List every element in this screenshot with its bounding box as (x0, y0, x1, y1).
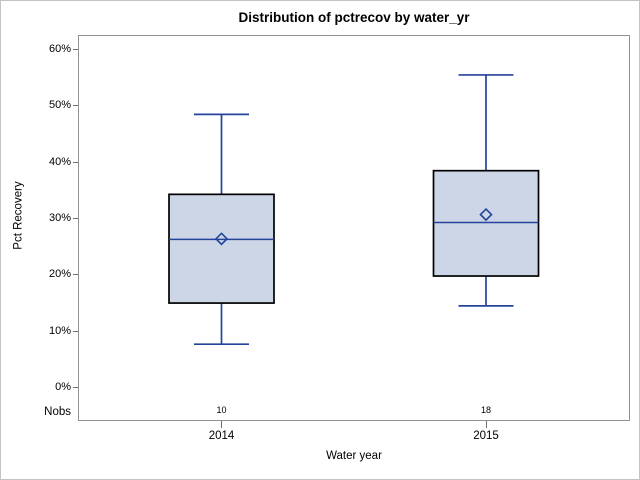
y-tick-label: 20% (48, 268, 71, 281)
y-tick-mark (73, 105, 78, 107)
boxplot-canvas (168, 74, 540, 346)
plot-area (78, 35, 630, 421)
iqr-box (432, 169, 540, 277)
y-tick-mark (73, 330, 78, 332)
y-tick-label: 30% (48, 212, 71, 224)
x-tick-mark (485, 421, 487, 428)
nobs-value: 18 (480, 405, 491, 415)
y-axis-title: Pct Recovery (12, 181, 25, 250)
y-tick-mark (73, 218, 78, 219)
y-tick-mark (73, 49, 78, 50)
mean-diamond-marker (214, 232, 229, 246)
y-tick-label: 60% (48, 43, 71, 55)
y-tick-label: 50% (48, 99, 71, 112)
y-tick-label: 10% (48, 324, 71, 337)
y-tick-mark (73, 274, 78, 276)
y-tick-label: 40% (48, 155, 71, 168)
y-tick-mark (73, 161, 78, 163)
chart-title: Distribution of pctrecov by water_yr (238, 10, 470, 25)
nobs-row-label: Nobs (44, 406, 71, 418)
x-category-label: 2014 (208, 430, 235, 442)
y-tick-mark (73, 387, 78, 388)
mean-diamond-marker (479, 207, 493, 222)
y-tick-label: 0% (55, 381, 71, 393)
nobs-value: 10 (216, 405, 227, 415)
x-axis-title: Water year (326, 450, 382, 462)
iqr-box (168, 193, 275, 304)
x-category-label: 2015 (473, 430, 499, 442)
x-tick-mark (221, 421, 222, 428)
